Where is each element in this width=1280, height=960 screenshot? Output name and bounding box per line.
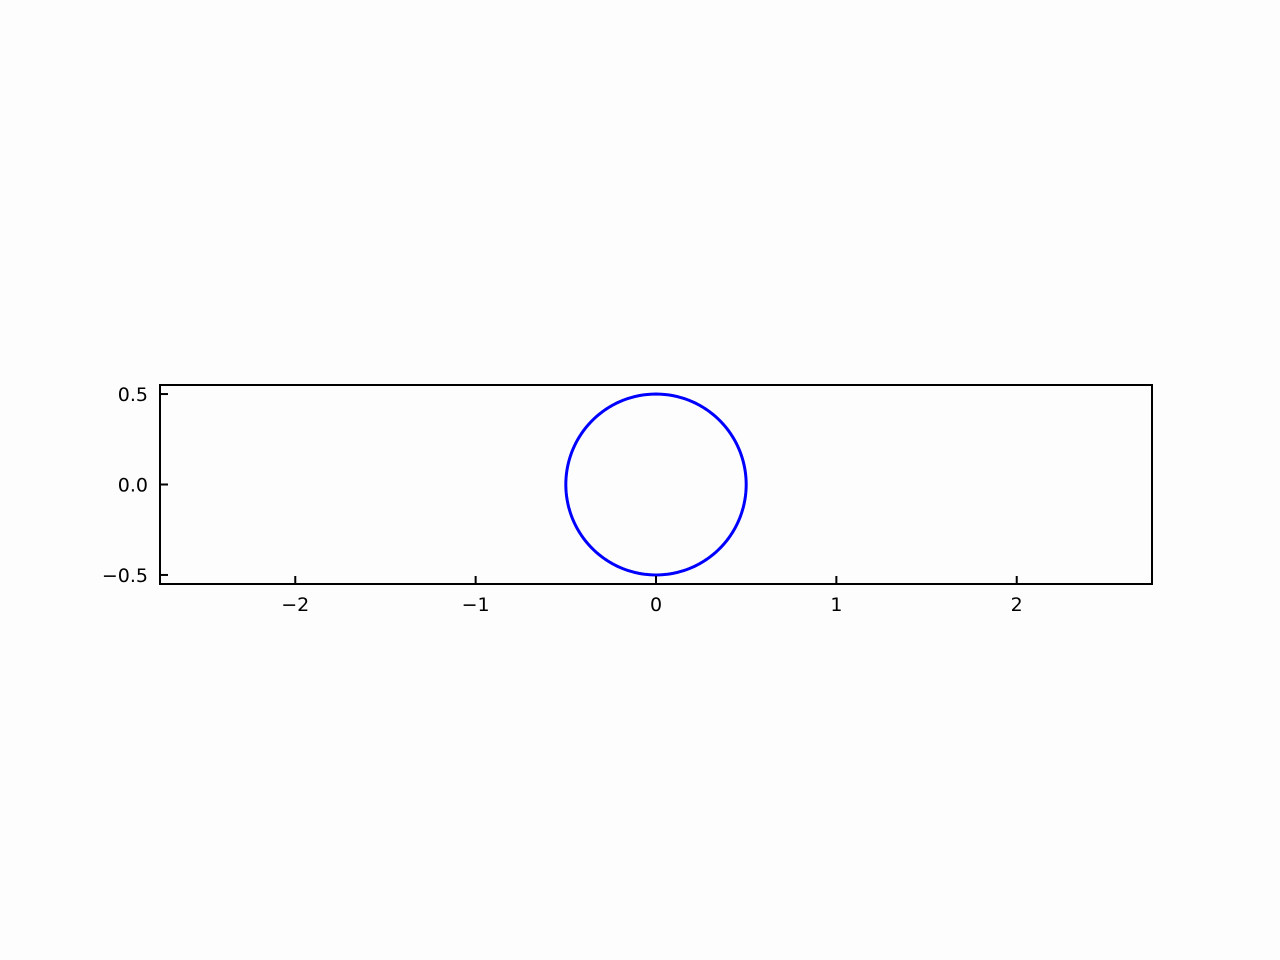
x-tick-label: 2: [1011, 594, 1023, 616]
x-tick-label: −1: [462, 594, 490, 616]
y-tick-label: 0.5: [118, 384, 148, 406]
series-layer: [564, 392, 748, 577]
x-tick-label: 0: [650, 594, 662, 616]
ticks-layer: −2 −1 0 1 2 −0.5 0.0 0.5: [102, 384, 1023, 616]
plot-frame: [159, 384, 1153, 585]
x-tick-label: −2: [281, 594, 309, 616]
x-tick-label: 1: [830, 594, 842, 616]
y-tick-label: −0.5: [102, 565, 148, 587]
circle-series-line: [564, 392, 748, 577]
y-tick-label: 0.0: [118, 475, 148, 497]
